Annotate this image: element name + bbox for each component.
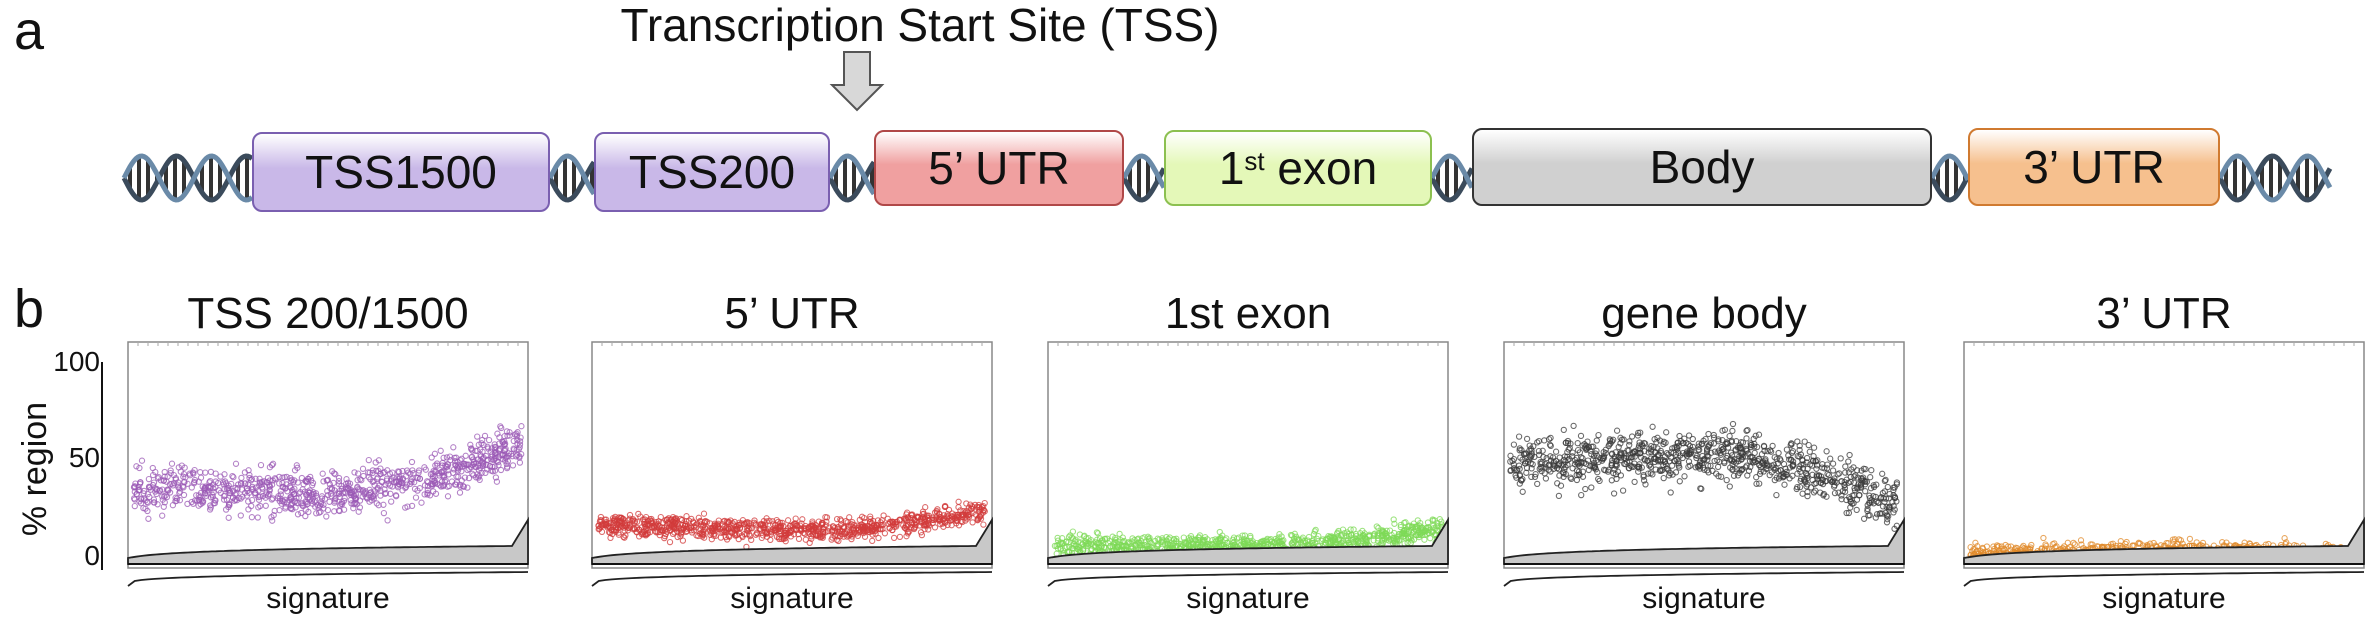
dna-strand [121,153,2333,203]
region-label-5utr: 5’ UTR [928,142,1070,194]
tss-label: Transcription Start Site (TSS) [620,0,1220,51]
tss-arrow-icon [829,51,885,112]
plot-title-tss: TSS 200/1500 [187,289,469,338]
plot-frame-3utr [1963,341,2365,569]
plot-title-5utr: 5’ UTR [724,289,860,338]
plot-gene-body [1503,341,1905,587]
region-label-3utr: 3’ UTR [2023,141,2165,193]
x-label-3utr: signature [2102,582,2226,615]
signature-baseline-3utr [1963,571,2365,587]
signature-curve-1st-exon [1047,516,1449,565]
signature-baseline-5utr [591,571,993,587]
dna-end-right [2217,153,2333,203]
signature-curve-3utr [1963,516,2365,565]
x-label-tss: signature [266,582,390,615]
x-label-5utr: signature [730,582,854,615]
signature-baseline-tss [127,571,529,587]
y-tick-50: 50 [68,442,100,473]
scatter-points-tss [130,423,525,524]
plot-1st-exon [1047,341,1449,587]
region-label-body: Body [1649,141,1755,193]
signature-curve-gene-body [1503,516,1905,565]
signature-curve-tss [127,516,529,565]
plot-frame-gene-body [1503,341,1905,569]
region-box-3utr: 3’ UTR [1968,128,2220,206]
dna-link-2 [827,153,877,203]
y-tick-0: 0 [84,540,100,571]
dna-link-4 [1429,153,1475,203]
plot-tss [127,341,529,587]
region-box-tss1500: TSS1500 [252,132,550,212]
plot-title-3utr: 3’ UTR [2096,289,2232,338]
plot-3utr [1963,341,2365,587]
plot-5utr [591,341,993,587]
dna-end-left [121,153,254,203]
y-tick-100: 100 [53,346,100,377]
region-label-tss200: TSS200 [628,146,796,198]
dna-link-5 [1929,153,1971,203]
signature-curve-5utr [591,516,993,565]
plot-title-1st-exon: 1st exon [1164,289,1332,338]
x-label-gene-body: signature [1642,582,1766,615]
x-label-1st-exon: signature [1186,582,1310,615]
region-label-tss1500: TSS1500 [305,146,497,198]
region-box-body: Body [1472,128,1932,206]
region-box-tss200: TSS200 [594,132,830,212]
dna-link-3 [1121,153,1167,203]
dna-link-1 [547,153,597,203]
panel-b-letter: b [14,279,45,339]
region-box-5utr: 5’ UTR [874,130,1124,206]
signature-baseline-gene-body [1503,571,1905,587]
region-box-1st-exon: 1st exon [1164,130,1432,206]
scatter-points-gene-body [1507,420,1901,532]
signature-baseline-1st-exon [1047,571,1449,587]
scatter-points-5utr [595,498,988,551]
region-label-1st-exon: 1st exon [1218,142,1378,194]
plot-title-gene-body: gene body [1601,289,1807,338]
panel-a-letter: a [14,1,45,61]
